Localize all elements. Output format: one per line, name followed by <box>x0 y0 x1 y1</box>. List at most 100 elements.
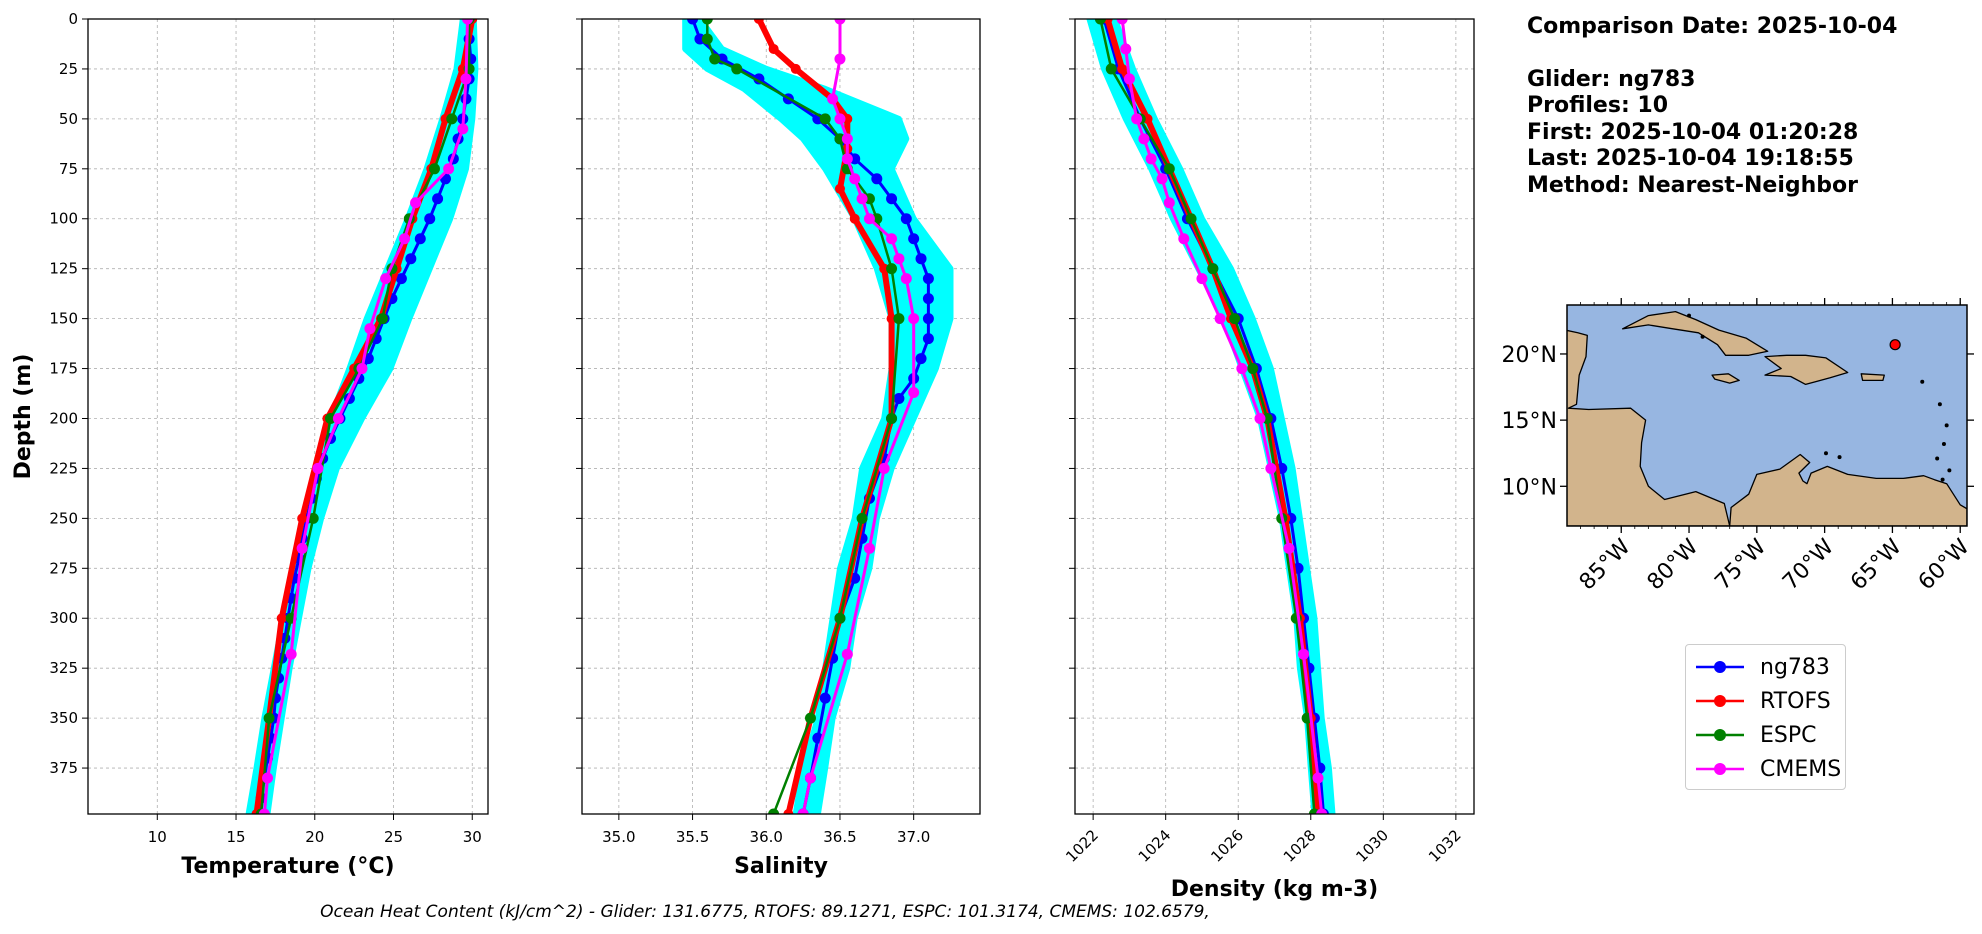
series-point-cmems <box>462 19 474 25</box>
y-tick-label: 225 <box>49 459 78 477</box>
series-point-ng783 <box>915 353 927 365</box>
series-point-ng783 <box>886 193 898 205</box>
x-tick-label: 35.5 <box>676 828 709 846</box>
series-point-cmems <box>1123 73 1135 85</box>
series-point-ng783 <box>900 213 912 225</box>
map-island <box>1837 455 1842 460</box>
x-axis-label: Density (kg m-3) <box>1171 877 1379 902</box>
y-tick-label: 300 <box>49 609 78 627</box>
legend-swatch <box>1696 695 1744 707</box>
map-island <box>1700 334 1705 339</box>
map-island <box>1940 477 1945 482</box>
legend-label: ng783 <box>1760 654 1830 680</box>
y-tick-label: 350 <box>49 709 78 727</box>
series-point-ng783 <box>405 253 417 265</box>
glider-profiles-spread <box>245 19 479 814</box>
series-point-cmems <box>1131 113 1143 125</box>
series-point-cmems <box>1163 197 1175 209</box>
map-island <box>1823 451 1828 456</box>
series-point-cmems <box>356 363 368 375</box>
y-tick-label: 75 <box>59 160 78 178</box>
series-point-ng783 <box>687 19 699 25</box>
map-lon-label: 75°W <box>1710 534 1771 595</box>
series-point-cmems <box>834 53 846 65</box>
series-point-espc <box>1094 19 1106 25</box>
series-point-espc <box>731 63 743 75</box>
series-point-ng783 <box>432 193 444 205</box>
x-tick-label: 1030 <box>1352 826 1392 866</box>
legend-swatch <box>1696 661 1744 673</box>
series-point-cmems <box>900 273 912 285</box>
series-point-cmems <box>1236 363 1248 375</box>
series-point-rtofs <box>834 183 845 194</box>
y-tick-label: 175 <box>49 360 78 378</box>
map-land-cuba <box>1621 310 1769 356</box>
map-lat-label: 15°N <box>1502 409 1557 434</box>
x-tick-label: 36.0 <box>750 828 783 846</box>
first-time: First: 2025-10-04 01:20:28 <box>1527 119 1859 145</box>
series-point-cmems <box>863 542 875 554</box>
legend-swatch <box>1696 729 1744 741</box>
y-tick-label: 100 <box>49 210 78 228</box>
last-time: Last: 2025-10-04 19:18:55 <box>1527 146 1854 171</box>
map-lat-label: 10°N <box>1502 475 1557 500</box>
series-point-rtofs <box>297 513 308 524</box>
map-land-puerto-rico <box>1860 373 1885 382</box>
axes-frame <box>1074 18 1475 815</box>
location-map: 20°N 15°N 10°N 85°W 80°W 75°W 70°W 65°W 60°W <box>1502 298 1975 595</box>
series-point-rtofs <box>753 19 764 24</box>
series-line-espc <box>706 19 901 814</box>
map-lon-label: 70°W <box>1778 534 1839 595</box>
series-point-rtofs <box>276 613 287 624</box>
series-point-espc <box>886 263 898 275</box>
map-land-jamaica <box>1711 373 1740 384</box>
x-tick-label: 30 <box>463 828 482 846</box>
series-point-espc <box>1207 263 1219 275</box>
series-point-espc <box>428 163 440 175</box>
series-point-espc <box>1105 63 1117 75</box>
temperature-panel: 10 15 20 25 30025507510012515017520022525027… <box>11 10 489 879</box>
series-point-ng783 <box>414 233 426 245</box>
series-point-cmems <box>1138 133 1150 145</box>
legend-label: RTOFS <box>1760 688 1831 714</box>
glider-position-marker <box>1889 339 1901 351</box>
map-lon-label: 65°W <box>1846 534 1907 595</box>
series-point-espc <box>834 612 846 624</box>
series-point-cmems <box>332 412 344 424</box>
series-point-cmems <box>863 213 875 225</box>
series-point-espc <box>325 412 337 424</box>
series-point-cmems <box>834 19 846 25</box>
series-point-cmems <box>443 163 455 175</box>
series-point-rtofs <box>790 63 801 74</box>
series-point-cmems <box>312 462 324 474</box>
axes-frame <box>87 18 489 815</box>
x-tick-label: 20 <box>305 828 324 846</box>
series-point-espc <box>1163 163 1175 175</box>
map-land-central-america <box>1567 329 1731 526</box>
y-tick-label: 375 <box>49 759 78 777</box>
series-point-espc <box>701 19 713 25</box>
series-point-rtofs <box>849 213 860 224</box>
series-point-cmems <box>285 648 297 660</box>
x-tick-label: 10 <box>148 828 167 846</box>
y-tick-label: 50 <box>59 110 78 128</box>
series-point-cmems <box>841 648 853 660</box>
x-tick-label: 36.5 <box>823 828 856 846</box>
series-point-cmems <box>1196 273 1208 285</box>
x-tick-label: 1026 <box>1207 826 1247 866</box>
map-land-south-america <box>1729 453 1967 526</box>
y-tick-label: 325 <box>49 659 78 677</box>
legend-marker <box>1714 763 1726 775</box>
series-line-cmems <box>1120 19 1324 814</box>
series-point-cmems <box>849 173 861 185</box>
series-point-cmems <box>262 772 274 784</box>
y-tick-label: 25 <box>59 60 78 78</box>
map-lon-label: 80°W <box>1643 534 1704 595</box>
legend-item-glider: ng783 <box>1686 650 1845 684</box>
series-point-cmems <box>841 133 853 145</box>
glider-name: Glider: ng783 <box>1527 66 1696 92</box>
series-point-ng783 <box>922 273 934 285</box>
series-point-cmems <box>908 313 920 325</box>
legend-marker <box>1714 661 1726 673</box>
